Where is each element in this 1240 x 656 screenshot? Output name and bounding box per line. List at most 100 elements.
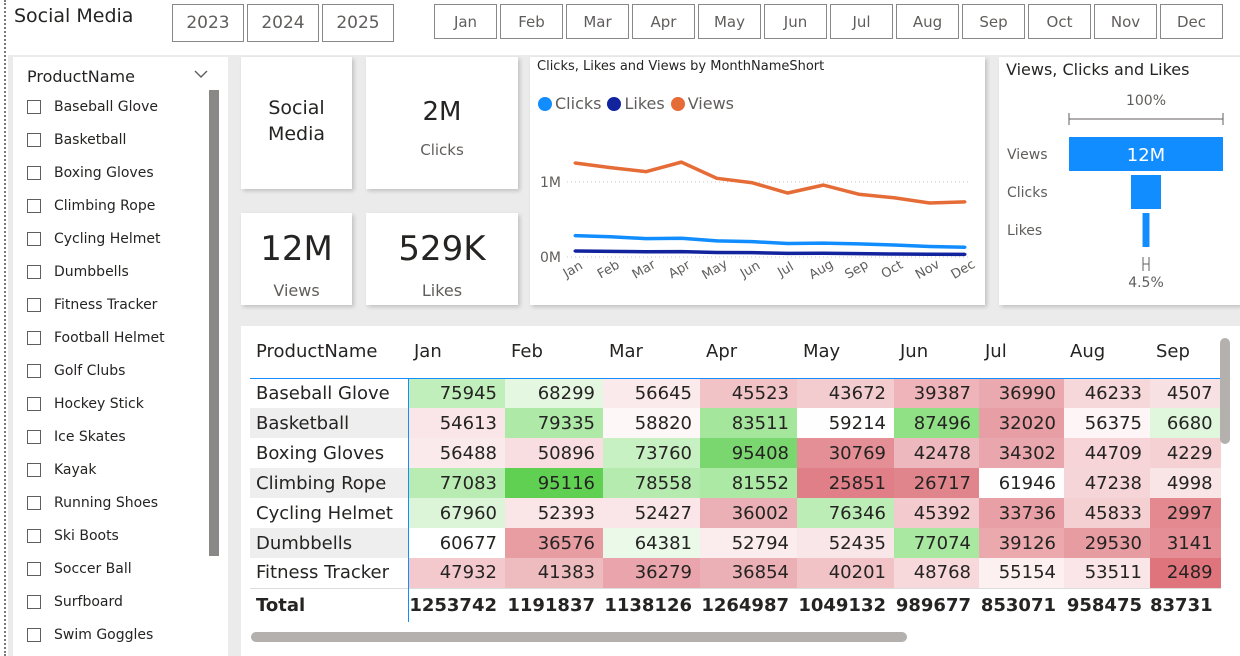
data-point-clicks[interactable] xyxy=(857,242,861,246)
data-point-clicks[interactable] xyxy=(750,240,754,244)
data-point-views[interactable] xyxy=(857,192,861,196)
funnel-bar[interactable] xyxy=(1130,175,1162,209)
slicer-item[interactable]: Baseball Glove xyxy=(27,96,158,118)
month-button-dec[interactable]: Dec xyxy=(1160,4,1223,39)
checkbox[interactable] xyxy=(27,232,41,246)
data-point-clicks[interactable] xyxy=(715,239,719,243)
table-row[interactable]: Boxing Gloves 56488 50896 73760 95408 30769 42… xyxy=(250,438,1221,468)
table-horizontal-scrollbar[interactable] xyxy=(251,632,907,642)
data-point-likes[interactable] xyxy=(857,252,861,256)
month-button-jul[interactable]: Jul xyxy=(830,4,893,39)
checkbox[interactable] xyxy=(27,331,41,345)
data-point-likes[interactable] xyxy=(644,250,648,254)
checkbox[interactable] xyxy=(27,199,41,213)
slicer-item[interactable]: Boxing Gloves xyxy=(27,162,154,184)
checkbox[interactable] xyxy=(27,562,41,576)
data-point-views[interactable] xyxy=(786,191,790,195)
series-line-likes[interactable] xyxy=(574,249,966,257)
checkbox[interactable] xyxy=(27,100,41,114)
slicer-item[interactable]: Kayak xyxy=(27,459,97,481)
month-button-jun[interactable]: Jun xyxy=(764,4,827,39)
data-point-views[interactable] xyxy=(573,161,577,165)
data-point-likes[interactable] xyxy=(786,251,790,255)
table-row[interactable]: Dumbbells 60677 36576 64381 52794 52435 77074 3… xyxy=(250,528,1221,558)
checkbox[interactable] xyxy=(27,430,41,444)
checkbox[interactable] xyxy=(27,364,41,378)
column-header[interactable]: Sep xyxy=(1156,341,1190,363)
table-row[interactable]: Baseball Glove 75945 68299 56645 45523 43672 3… xyxy=(250,377,1221,408)
slicer-item[interactable]: Dumbbells xyxy=(27,261,129,283)
checkbox[interactable] xyxy=(27,595,41,609)
slicer-item[interactable]: Ice Skates xyxy=(27,426,126,448)
data-point-views[interactable] xyxy=(963,200,967,204)
data-point-clicks[interactable] xyxy=(573,234,577,238)
month-button-nov[interactable]: Nov xyxy=(1094,4,1157,39)
data-point-likes[interactable] xyxy=(750,251,754,255)
data-point-views[interactable] xyxy=(892,196,896,200)
data-point-likes[interactable] xyxy=(715,251,719,254)
slicer-item[interactable]: Swim Goggles xyxy=(27,624,153,646)
data-point-views[interactable] xyxy=(715,176,719,180)
column-header[interactable]: May xyxy=(803,341,841,363)
chevron-down-icon[interactable] xyxy=(193,66,209,82)
slicer-item[interactable]: Surfboard xyxy=(27,591,123,613)
data-point-likes[interactable] xyxy=(963,252,967,256)
column-header[interactable]: ProductName xyxy=(256,341,378,363)
month-button-oct[interactable]: Oct xyxy=(1028,4,1091,39)
table-row[interactable]: Fitness Tracker 47932 41383 36279 36854 40201… xyxy=(250,558,1221,588)
data-point-likes[interactable] xyxy=(608,249,612,253)
month-button-aug[interactable]: Aug xyxy=(896,4,959,39)
checkbox[interactable] xyxy=(27,133,41,147)
column-header[interactable]: Mar xyxy=(609,341,643,363)
data-point-clicks[interactable] xyxy=(821,241,825,245)
table-row[interactable]: Cycling Helmet 67960 52393 52427 36002 76346 4… xyxy=(250,498,1221,528)
column-header[interactable]: Jun xyxy=(900,341,929,363)
slicer-item[interactable]: Cycling Helmet xyxy=(27,228,161,250)
checkbox[interactable] xyxy=(27,265,41,279)
slicer-item[interactable]: Basketball xyxy=(27,129,126,151)
column-header[interactable]: Feb xyxy=(511,341,543,363)
data-point-views[interactable] xyxy=(928,201,932,205)
data-point-clicks[interactable] xyxy=(963,245,967,249)
data-point-clicks[interactable] xyxy=(679,236,683,240)
checkbox[interactable] xyxy=(27,298,41,312)
slicer-item[interactable]: Ski Boots xyxy=(27,525,119,547)
slicer-item[interactable]: Soccer Ball xyxy=(27,558,132,580)
checkbox[interactable] xyxy=(27,397,41,411)
slicer-item[interactable]: Climbing Rope xyxy=(27,195,155,217)
data-point-likes[interactable] xyxy=(892,252,896,256)
series-line-clicks[interactable] xyxy=(574,233,966,249)
column-header[interactable]: Jan xyxy=(414,341,442,363)
checkbox[interactable] xyxy=(27,463,41,477)
data-point-views[interactable] xyxy=(608,166,612,170)
slicer-item[interactable]: Fitness Tracker xyxy=(27,294,157,316)
data-point-views[interactable] xyxy=(750,181,754,185)
slicer-item[interactable]: Hockey Stick xyxy=(27,393,144,415)
data-point-views[interactable] xyxy=(821,183,825,187)
year-button-2024[interactable]: 2024 xyxy=(247,4,319,42)
column-header[interactable]: Apr xyxy=(706,341,738,363)
table-row[interactable]: Climbing Rope 77083 95116 78558 81552 25851 26… xyxy=(250,468,1221,498)
data-point-clicks[interactable] xyxy=(928,245,932,248)
legend-item-likes[interactable]: Likes xyxy=(607,94,665,113)
column-header[interactable]: Aug xyxy=(1070,341,1106,363)
checkbox[interactable] xyxy=(27,166,41,180)
data-point-views[interactable] xyxy=(644,170,648,174)
month-button-mar[interactable]: Mar xyxy=(566,4,629,39)
data-point-views[interactable] xyxy=(679,160,683,164)
legend-item-views[interactable]: Views xyxy=(670,94,734,113)
data-point-clicks[interactable] xyxy=(644,237,648,241)
checkbox[interactable] xyxy=(27,496,41,510)
column-header[interactable]: Jul xyxy=(985,341,1007,363)
checkbox[interactable] xyxy=(27,628,41,642)
data-point-clicks[interactable] xyxy=(892,243,896,247)
legend-item-clicks[interactable]: Clicks xyxy=(538,94,601,113)
slicer-item[interactable]: Golf Clubs xyxy=(27,360,125,382)
data-point-clicks[interactable] xyxy=(786,242,790,245)
slicer-scrollbar[interactable] xyxy=(209,90,219,556)
month-button-apr[interactable]: Apr xyxy=(632,4,695,39)
month-button-sep[interactable]: Sep xyxy=(962,4,1025,39)
data-point-likes[interactable] xyxy=(573,249,577,253)
data-point-clicks[interactable] xyxy=(608,235,612,239)
year-button-2025[interactable]: 2025 xyxy=(322,4,394,42)
